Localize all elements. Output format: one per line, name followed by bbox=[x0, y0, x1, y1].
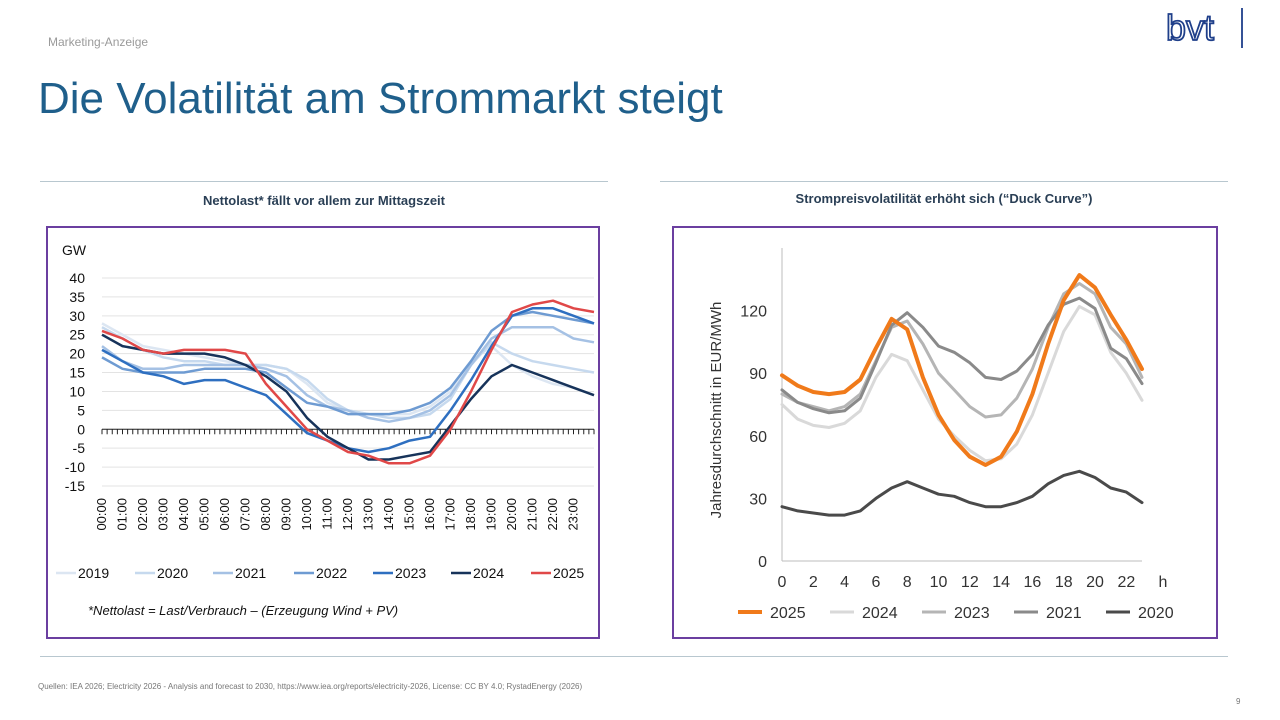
y-tick-label: 60 bbox=[749, 429, 767, 446]
y-axis-title: Jahresdurchschnitt in EUR/MWh bbox=[708, 302, 725, 519]
marketing-label: Marketing-Anzeige bbox=[48, 35, 149, 49]
y-tick-label: 20 bbox=[69, 346, 85, 362]
legend-label-2021: 2021 bbox=[235, 565, 266, 581]
y-tick-label: -10 bbox=[65, 459, 85, 475]
y-tick-label: 0 bbox=[77, 421, 85, 437]
x-tick-label: 16 bbox=[1024, 574, 1042, 591]
y-tick-label: 0 bbox=[758, 554, 767, 571]
x-tick-label: 15:00 bbox=[402, 498, 417, 531]
x-tick-label: 8 bbox=[903, 574, 912, 591]
x-tick-label: 20 bbox=[1086, 574, 1104, 591]
y-tick-label: 30 bbox=[69, 308, 85, 324]
y-tick-label: 25 bbox=[69, 327, 85, 343]
x-tick-label: 23:00 bbox=[566, 498, 581, 531]
y-tick-label: -5 bbox=[73, 440, 86, 456]
x-tick-label: 14 bbox=[992, 574, 1010, 591]
y-tick-label: 35 bbox=[69, 289, 85, 305]
x-tick-label: 20:00 bbox=[504, 498, 519, 531]
x-tick-label: 0 bbox=[778, 574, 787, 591]
x-tick-label: 09:00 bbox=[279, 498, 294, 531]
x-tick-label: 10:00 bbox=[299, 498, 314, 531]
left-panel-top-rule bbox=[40, 181, 608, 182]
series-line-2025 bbox=[101, 299, 595, 465]
x-tick-label: 22 bbox=[1117, 574, 1135, 591]
x-tick-label: 16:00 bbox=[422, 498, 437, 531]
x-tick-label: 19:00 bbox=[484, 498, 499, 531]
left-chart-frame: GW 40 35 30 25 20 15 10 5 0 -5 -10 -15 00:00 01:00 02:0… bbox=[46, 226, 600, 639]
y-tick-label: 15 bbox=[69, 365, 85, 381]
legend-label-2025: 2025 bbox=[553, 565, 584, 581]
left-chart-title: Nettolast* fällt vor allem zur Mittagsze… bbox=[203, 193, 445, 208]
logo-wordmark: bvt bbox=[1166, 7, 1214, 48]
x-tick-label: 10 bbox=[930, 574, 948, 591]
duck-curve-chart: 0 30 60 90 120 0 2 4 6 8 10 12 14 16 18 20 22 h Jahresdurc… bbox=[708, 248, 1174, 622]
page-title: Die Volatilität am Strommarkt steigt bbox=[38, 74, 723, 123]
right-panel-top-rule bbox=[660, 181, 1228, 182]
x-tick-label: 2 bbox=[809, 574, 818, 591]
legend-label-2019: 2019 bbox=[78, 565, 109, 581]
right-chart-frame: 0 30 60 90 120 0 2 4 6 8 10 12 14 16 18 20 22 h Jahresdurc… bbox=[672, 226, 1218, 639]
series-line-2020 bbox=[780, 469, 1144, 517]
x-tick-label: 18 bbox=[1055, 574, 1073, 591]
y-axis-unit-label: GW bbox=[62, 242, 87, 258]
x-tick-label: 08:00 bbox=[258, 498, 273, 531]
legend-label-2022: 2022 bbox=[316, 565, 347, 581]
net-load-chart: GW 40 35 30 25 20 15 10 5 0 -5 -10 -15 00:00 01:00 02:0… bbox=[56, 242, 595, 618]
series-line-2024 bbox=[780, 304, 1144, 463]
y-tick-label: 90 bbox=[749, 366, 767, 383]
legend-label-2020: 2020 bbox=[1138, 605, 1174, 622]
legend-label-2025: 2025 bbox=[770, 605, 806, 622]
footnote-net-load-definition: *Nettolast = Last/Verbrauch – (Erzeugung… bbox=[88, 603, 398, 618]
series-line-2024 bbox=[101, 333, 595, 461]
x-tick-label: 4 bbox=[840, 574, 849, 591]
x-tick-label: 05:00 bbox=[197, 498, 212, 531]
series-line-2021 bbox=[780, 296, 1144, 415]
x-tick-label: 01:00 bbox=[115, 498, 130, 531]
x-tick-label: 6 bbox=[871, 574, 880, 591]
bottom-rule bbox=[40, 656, 1228, 657]
y-tick-label: -15 bbox=[65, 478, 85, 494]
series-line-2025 bbox=[780, 273, 1144, 467]
page-number: 9 bbox=[1236, 697, 1241, 706]
x-tick-label: 12:00 bbox=[340, 498, 355, 531]
legend-label-2023: 2023 bbox=[395, 565, 426, 581]
x-tick-label: 06:00 bbox=[217, 498, 232, 531]
bvt-logo: bvt bbox=[1165, 6, 1243, 49]
x-tick-label: 12 bbox=[961, 574, 979, 591]
y-tick-label: 30 bbox=[749, 491, 767, 508]
x-tick-label: 02:00 bbox=[135, 498, 150, 531]
y-tick-label: 40 bbox=[69, 270, 85, 286]
y-tick-label: 120 bbox=[740, 304, 767, 321]
x-tick-label: 18:00 bbox=[463, 498, 478, 531]
legend-label-2020: 2020 bbox=[157, 565, 188, 581]
x-tick-label: 11:00 bbox=[320, 498, 335, 530]
series-line-2023 bbox=[780, 282, 1144, 419]
legend-label-2024: 2024 bbox=[862, 605, 898, 622]
series-line-2021 bbox=[101, 325, 595, 423]
x-tick-label: 22:00 bbox=[545, 498, 560, 531]
y-tick-label: 5 bbox=[77, 402, 85, 418]
y-tick-label: 10 bbox=[69, 383, 85, 399]
x-tick-label: 13:00 bbox=[361, 498, 376, 531]
x-tick-label: 07:00 bbox=[238, 498, 253, 531]
legend-label-2023: 2023 bbox=[954, 605, 990, 622]
legend-label-2021: 2021 bbox=[1046, 605, 1082, 622]
x-tick-label: 03:00 bbox=[156, 498, 171, 531]
x-tick-label: 21:00 bbox=[525, 498, 540, 531]
x-tick-label: 00:00 bbox=[94, 498, 109, 531]
right-chart-title: Strompreisvolatilität erhöht sich (“Duck… bbox=[795, 191, 1093, 206]
x-tick-label: 04:00 bbox=[176, 498, 191, 531]
x-tick-label: 14:00 bbox=[381, 498, 396, 531]
legend-label-2024: 2024 bbox=[473, 565, 504, 581]
x-axis-unit-label: h bbox=[1159, 574, 1168, 591]
sources-footnote: Quellen: IEA 2026; Electricity 2026 - An… bbox=[38, 682, 583, 691]
x-tick-label: 17:00 bbox=[443, 498, 458, 531]
